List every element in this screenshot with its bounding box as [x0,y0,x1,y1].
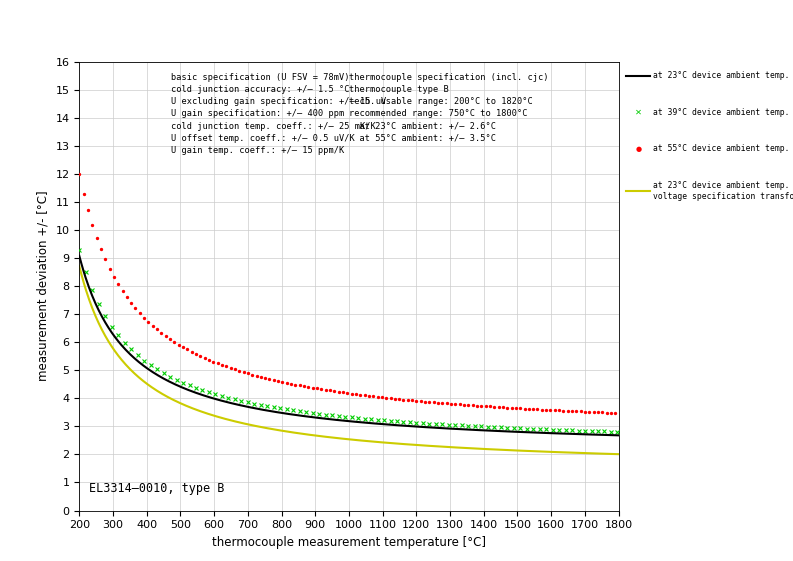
Text: ✕: ✕ [635,108,642,117]
Text: voltage specification transformed to temp.: voltage specification transformed to tem… [653,192,793,201]
Text: ●: ● [635,146,642,151]
Text: basic specification (U FSV = 78mV)
cold junction accuracy: +/– 1.5 °C
U excludin: basic specification (U FSV = 78mV) cold … [171,73,386,155]
Text: EL3314–0010, type B: EL3314–0010, type B [90,482,224,495]
Text: at 23°C device ambient temp. (without cjc),: at 23°C device ambient temp. (without cj… [653,181,793,190]
Text: at 23°C device ambient temp. (incl. cjc): at 23°C device ambient temp. (incl. cjc) [653,71,793,80]
Text: at 55°C device ambient temp. (incl. cjc): at 55°C device ambient temp. (incl. cjc) [653,144,793,153]
Text: at 39°C device ambient temp. (incl. cjc): at 39°C device ambient temp. (incl. cjc) [653,108,793,117]
X-axis label: thermocouple measurement temperature [°C]: thermocouple measurement temperature [°C… [212,536,486,549]
Y-axis label: measurement deviation +/- [°C]: measurement deviation +/- [°C] [37,191,50,381]
Text: thermocouple specification (incl. cjc)
thermocouple type B
tech. usable range: 2: thermocouple specification (incl. cjc) t… [349,73,549,142]
